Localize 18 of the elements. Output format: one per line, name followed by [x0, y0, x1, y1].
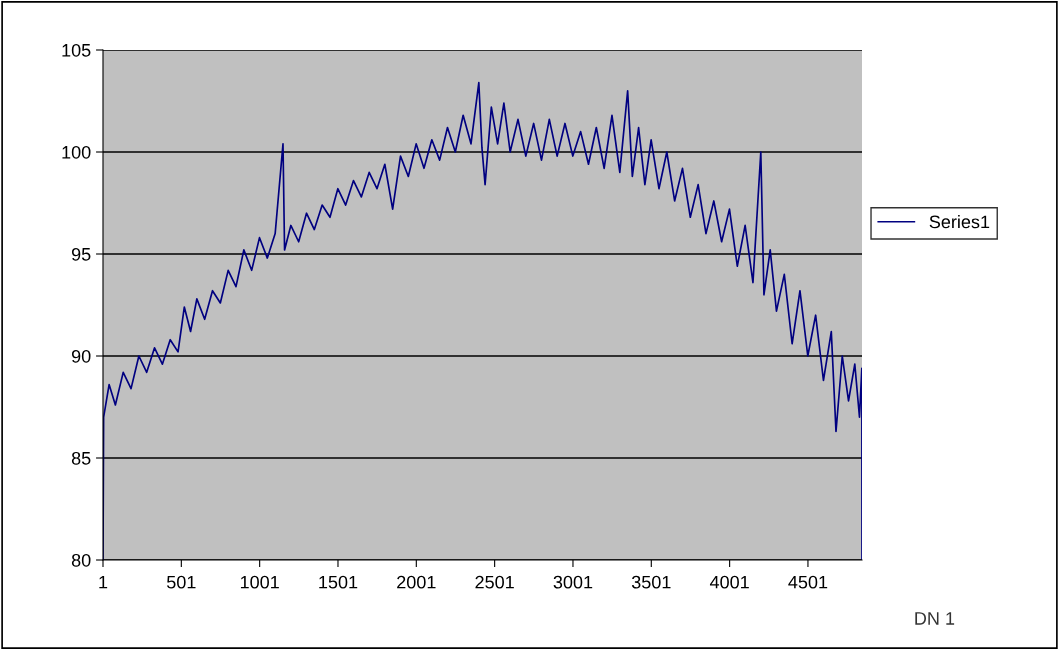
x-tick-label: 1001: [240, 575, 279, 589]
y-tick-label: 85: [71, 451, 91, 465]
x-tick-label: 3001: [553, 575, 593, 589]
x-tick-label: 1: [99, 575, 108, 589]
x-tick-label: 1501: [319, 575, 358, 589]
x-tick-label: 3501: [631, 575, 671, 589]
y-tick-label: 95: [71, 247, 91, 261]
y-tick-label: 90: [71, 349, 91, 363]
legend-label: Series1: [929, 214, 990, 229]
x-tick-label: 2001: [397, 575, 436, 589]
y-tick-label: 100: [62, 145, 91, 159]
x-tick-label: 501: [166, 575, 196, 589]
text: DN 1: [915, 612, 955, 625]
x-tick-label: 4501: [788, 575, 828, 589]
x-tick-label: 4001: [709, 575, 749, 589]
x-tick-label: 2501: [475, 575, 514, 589]
y-tick-label: 105: [62, 43, 91, 57]
y-tick-label: 80: [71, 553, 91, 567]
